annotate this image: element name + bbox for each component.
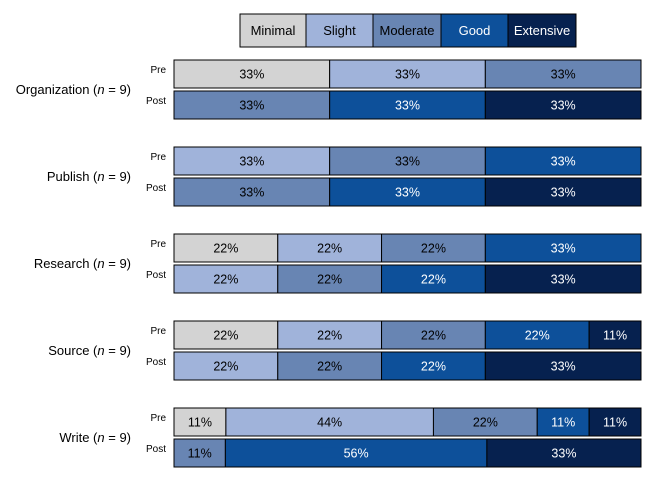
data-label-source-pre-slight: 22% [317,329,342,343]
data-label-research-post-slight: 22% [213,273,238,287]
bar-segment-publish-pre-good [484,146,642,176]
legend-label-good: Good [459,23,491,38]
bar-segment-research-pre-good [484,233,642,263]
data-label-research-pre-slight: 22% [317,242,342,256]
bar-segment-write-post-extensive [486,438,642,468]
plot-area: Organization (n = 9) Pre 33% 33% 33% Post 33% 3… [16,59,642,468]
data-label-write-pre-extensive: 11% [603,416,627,430]
bar-segment-write-pre-minimal [173,407,227,437]
bar-segment-source-pre-slight [277,320,383,350]
bar-segment-write-pre-slight [225,407,434,437]
data-label-organization-pre-slight: 33% [395,68,420,82]
row-label-write-pre: Pre [150,413,166,424]
bar-segment-research-post-moderate [277,264,383,294]
legend-label-extensive: Extensive [514,23,570,38]
bar-segment-source-post-extensive [484,351,642,381]
data-label-source-post-extensive: 33% [551,360,576,374]
data-label-source-pre-minimal: 22% [213,329,238,343]
row-label-organization-post: Post [146,96,166,107]
row-label-write-post: Post [146,444,166,455]
bar-segment-write-post-good [224,438,488,468]
bar-segment-research-pre-moderate [381,233,486,263]
bar-segment-organization-pre-minimal [173,59,331,89]
legend-label-moderate: Moderate [380,23,435,38]
row-label-organization-pre: Pre [150,65,166,76]
bar-segment-write-pre-good [536,407,590,437]
bar-segment-research-pre-minimal [173,233,279,263]
data-label-organization-pre-minimal: 33% [239,68,264,82]
data-label-publish-post-good: 33% [395,186,420,200]
data-label-research-pre-minimal: 22% [213,242,238,256]
data-label-publish-pre-moderate: 33% [395,155,420,169]
data-label-source-pre-moderate: 22% [421,329,446,343]
data-label-write-post-moderate: 11% [188,447,212,461]
data-label-write-pre-moderate: 22% [473,416,498,430]
data-label-write-pre-slight: 44% [317,416,342,430]
row-label-source-post: Post [146,357,166,368]
bar-segment-source-pre-extensive [588,320,642,350]
data-label-organization-pre-moderate: 33% [551,68,576,82]
data-label-source-post-moderate: 22% [317,360,342,374]
bar-segment-organization-post-extensive [484,90,642,120]
bar-segment-research-post-slight [173,264,279,294]
data-label-write-pre-minimal: 11% [188,416,212,430]
bar-segment-write-post-moderate [173,438,226,468]
data-label-write-pre-good: 11% [551,416,575,430]
row-label-research-post: Post [146,270,166,281]
data-label-source-post-good: 22% [421,360,446,374]
bar-segment-research-pre-slight [277,233,383,263]
category-label-write: Write (n = 9) [59,430,131,445]
data-label-write-post-extensive: 33% [551,447,576,461]
data-label-research-post-extensive: 33% [551,273,576,287]
legend-label-slight: Slight [323,23,356,38]
legend: Minimal Slight Moderate Good Extensive [239,13,577,48]
bar-segment-publish-post-good [329,177,486,207]
row-label-source-pre: Pre [150,326,166,337]
category-label-source: Source (n = 9) [48,343,131,358]
data-label-publish-pre-good: 33% [551,155,576,169]
data-label-research-post-good: 22% [421,273,446,287]
row-label-research-pre: Pre [150,239,166,250]
data-label-source-pre-extensive: 11% [603,329,627,343]
bar-segment-organization-post-good [329,90,486,120]
data-label-research-pre-moderate: 22% [421,242,446,256]
category-label-organization: Organization (n = 9) [16,82,131,97]
data-label-organization-post-moderate: 33% [239,99,264,113]
bar-segment-organization-pre-slight [329,59,486,89]
bar-segment-organization-pre-moderate [484,59,642,89]
data-label-organization-post-extensive: 33% [551,99,576,113]
data-label-research-post-moderate: 22% [317,273,342,287]
legend-label-minimal: Minimal [251,23,296,38]
bar-segment-organization-post-moderate [173,90,331,120]
row-label-publish-pre: Pre [150,152,166,163]
bar-segment-research-post-extensive [484,264,642,294]
bar-segment-publish-pre-slight [173,146,331,176]
data-label-organization-post-good: 33% [395,99,420,113]
data-label-source-pre-good: 22% [525,329,550,343]
bar-segment-source-pre-good [484,320,590,350]
category-label-research: Research (n = 9) [34,256,131,271]
bar-segment-publish-pre-moderate [329,146,486,176]
data-label-research-pre-good: 33% [551,242,576,256]
data-label-write-post-good: 56% [344,447,369,461]
data-label-publish-pre-slight: 33% [239,155,264,169]
bar-segment-source-post-slight [173,351,279,381]
legend-swatch-extensive [507,13,577,48]
bar-segment-write-pre-moderate [432,407,538,437]
data-label-publish-post-extensive: 33% [551,186,576,200]
data-label-source-post-slight: 22% [213,360,238,374]
legend-swatch-slight [305,13,374,48]
category-label-publish: Publish (n = 9) [47,169,131,184]
bar-segment-publish-post-extensive [484,177,642,207]
bar-segment-write-pre-extensive [588,407,642,437]
legend-swatch-moderate [372,13,442,48]
bar-segment-source-pre-moderate [381,320,486,350]
legend-swatch-minimal [239,13,307,48]
row-label-publish-post: Post [146,183,166,194]
data-label-publish-post-moderate: 33% [239,186,264,200]
